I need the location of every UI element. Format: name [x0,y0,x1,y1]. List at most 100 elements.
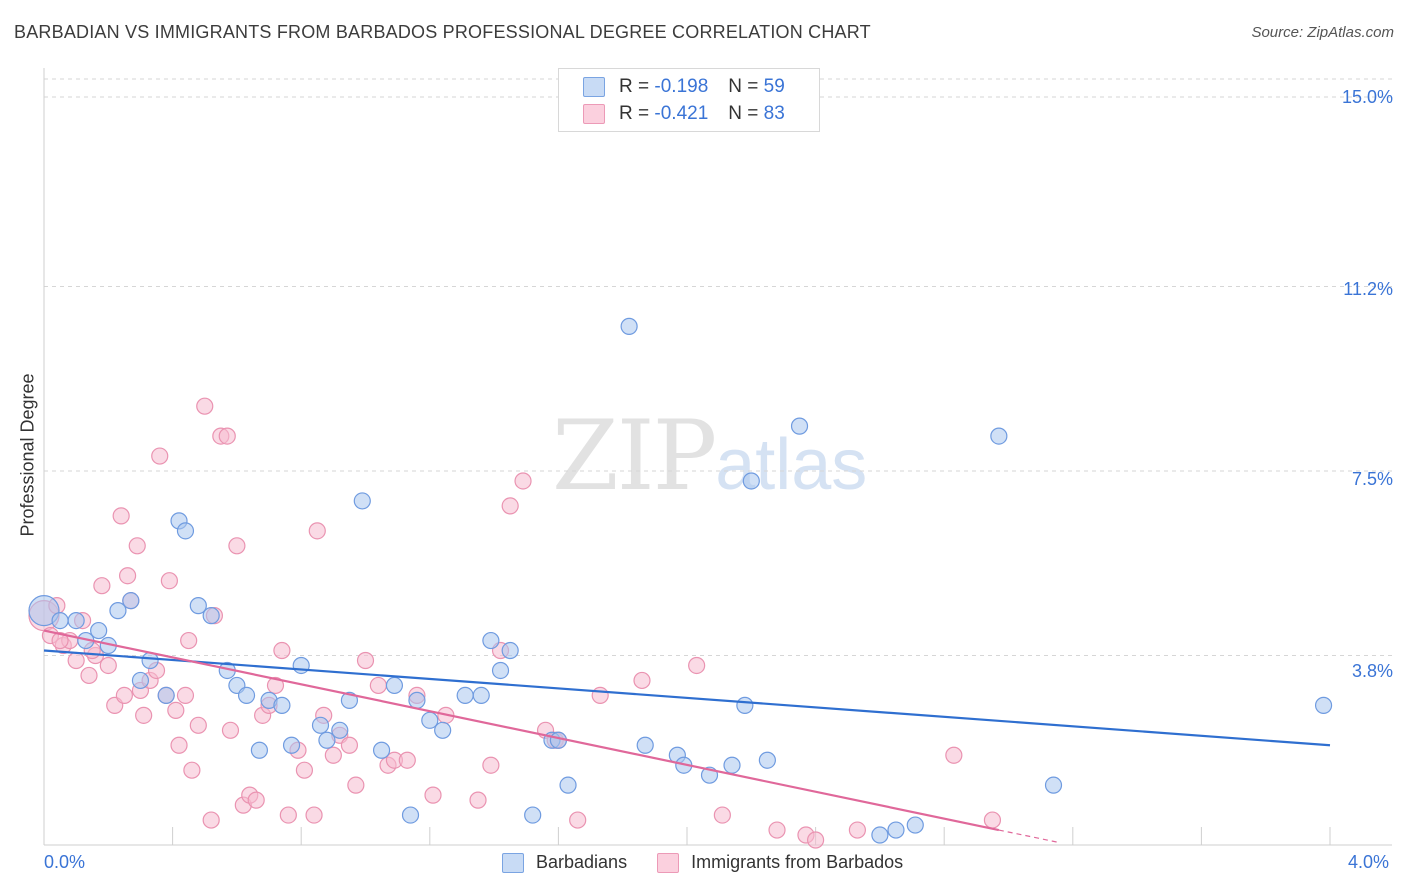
barbadian-point [472,686,490,705]
immigrant-point [356,651,375,670]
correlation-legend: R = -0.198 N = 59 R = -0.421 N = 83 [558,68,820,132]
barbadian-point [482,631,500,650]
immigrant-point [945,746,963,764]
barbadian-point [758,751,776,769]
immigrant-point [279,806,297,824]
y-tick-label: 7.5% [1351,469,1393,489]
barbadian-point [1314,696,1333,714]
legend-n-label: N = [728,103,759,124]
immigrant-point [196,397,214,415]
immigrant-point [308,522,326,540]
immigrant-point [99,656,117,675]
pink-swatch-icon [583,104,605,124]
barbadian-point [273,696,291,714]
barbadian-point [723,756,741,774]
immigrant-point [218,427,236,445]
barbadian-point [157,686,175,705]
immigrant-point [112,507,130,525]
barbadian-point [385,676,404,695]
legend-row-barbadians: R = -0.198 N = 59 [583,74,785,100]
y-tick-label: 15.0% [1341,87,1393,107]
barbadian-point [340,691,359,709]
legend-n-value: 59 [763,76,785,97]
barbadian-point [292,656,310,675]
barbadian-point [28,595,60,627]
x-tick-label-left: 0.0% [44,852,86,872]
barbadian-point [871,826,889,844]
barbadian-point [311,716,330,734]
immigrant-point [115,686,133,705]
barbadian-point [636,736,654,754]
barbadian-trend-line [43,649,1331,747]
legend-r-label: R = [619,76,650,97]
legend-item-barbadians[interactable]: Barbadians [502,852,627,873]
immigrant-point [247,791,265,809]
immigrant-point [202,811,220,829]
barbadian-point [131,671,150,690]
legend-label: Immigrants from Barbados [691,852,904,872]
pink-swatch-icon [657,852,680,873]
blue-swatch-icon [583,77,605,97]
barbadian-point [67,611,85,630]
y-tick-label: 11.2% [1343,279,1393,299]
series-legend: Barbadians Immigrants from Barbados [502,852,933,873]
immigrant-point [633,671,651,690]
barbadian-point [456,686,474,705]
barbadian-point [250,741,269,759]
legend-item-immigrants[interactable]: Immigrants from Barbados [657,852,903,873]
barbadian-point [501,641,519,660]
barbadian-point [401,806,420,824]
y-tick-label: 3.8% [1351,661,1393,681]
source-note: Source: ZipAtlas.com [1251,24,1394,41]
barbadian-point [620,317,638,335]
legend-r-value: -0.421 [654,103,709,124]
barbadian-point [887,821,905,839]
barbadian-point [990,427,1008,445]
legend-r-label: R = [619,103,650,124]
immigrant-point [569,811,587,829]
immigrant-point [167,701,185,719]
immigrant-point [347,776,365,794]
immigrant-point [128,537,146,555]
barbadian-point [906,816,924,834]
immigrant-point [221,721,240,739]
immigrant-point [398,751,416,769]
barbadian-point [237,686,256,705]
blue-swatch-icon [502,852,524,873]
immigrant-point [324,746,342,764]
barbadian-point [372,741,391,759]
immigrant-point [424,786,442,804]
immigrant-point [170,736,188,754]
barbadian-point [51,611,69,630]
barbadian-point [408,691,426,709]
legend-row-immigrants: R = -0.421 N = 83 [583,101,785,127]
barbadian-point [122,592,140,610]
barbadian-point [524,806,542,824]
barbadian-point [202,607,220,625]
barbadian-point [176,522,195,540]
immigrant-point [151,447,169,465]
immigrant-point [713,806,731,824]
immigrant-point [51,631,69,650]
x-tick-label-right: 4.0% [1348,852,1390,872]
immigrant-point [176,686,195,705]
immigrant-point [482,756,500,774]
watermark-atlas: atlas [715,425,868,505]
immigrant-point [295,761,314,779]
barbadian-point [353,492,371,510]
legend-r-value: -0.198 [654,76,709,97]
legend-n-value: 83 [763,103,785,124]
immigrant-point [80,666,98,685]
immigrant-point [848,821,866,839]
legend-label: Barbadians [536,852,628,872]
y-axis-label: Professional Degree [17,373,38,537]
immigrant-point [305,806,323,824]
immigrant-point [369,676,387,695]
immigrant-point [183,761,201,779]
barbadian-point [559,776,577,794]
immigrant-point [180,631,198,650]
immigrant-point [93,577,111,595]
immigrant-point [228,537,246,555]
barbadian-point [1044,776,1063,794]
